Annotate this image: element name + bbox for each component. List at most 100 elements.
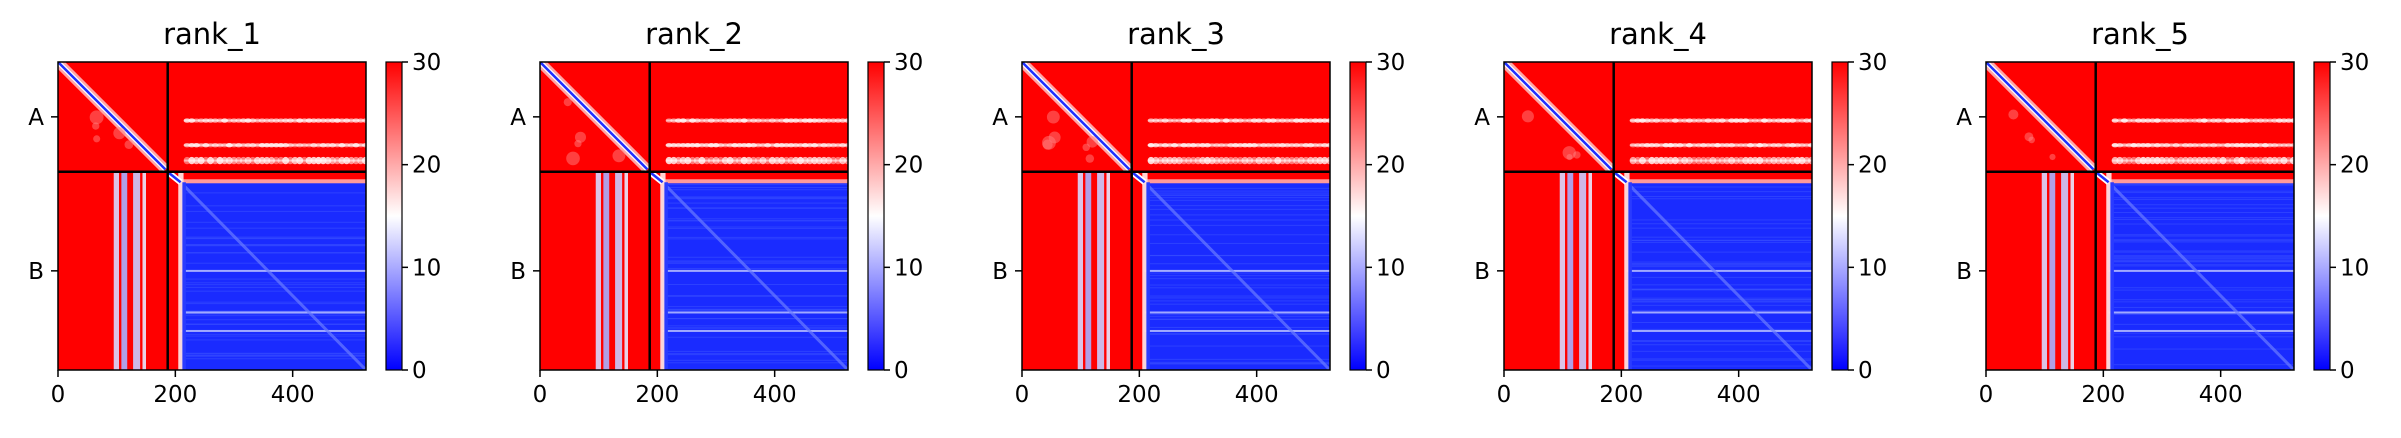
vertical-band [133,171,141,370]
texture-line [662,359,848,361]
colorbar [385,61,403,371]
texture-line [662,362,848,364]
vertical-band [1588,171,1592,370]
texture-line [2108,183,2294,185]
pae-heatmap [540,62,848,370]
texture-line [1144,358,1330,360]
texture-line [2108,364,2294,366]
texture-line [180,339,366,341]
y-tick-label: B [28,259,44,285]
texture-line [1626,264,1812,266]
texture-line [180,333,366,335]
texture-line [1626,358,1812,360]
pae-patch [2008,109,2019,120]
panel-5: rank_5 0 200 400 A B 0 10 20 30 [1956,17,2369,408]
contact-row [1630,144,1812,147]
texture-line [180,244,366,246]
texture-line [180,236,366,238]
texture-line [2108,235,2294,237]
x-tick-label: 0 [51,382,66,408]
pae-patch [1521,110,1534,123]
texture-line [1144,318,1330,320]
contact-row [666,159,848,162]
contact-row [1148,159,1330,162]
x-tick-label: 200 [635,382,679,408]
texture-line [1144,284,1330,286]
texture-line [2108,204,2294,206]
texture-line [662,236,848,238]
colorbar-tick-label: 20 [1376,153,1405,179]
x-tick-label: 200 [1599,382,1643,408]
texture-line [1626,219,1812,221]
y-tick-label: B [1956,259,1972,285]
colorbar [1831,61,1849,371]
texture-line [662,354,848,356]
texture-line [2108,217,2294,219]
texture-line [180,205,366,207]
texture-line [1144,345,1330,347]
vertical-band [2061,171,2069,370]
texture-line [1626,301,1812,303]
texture-line [2108,313,2294,315]
texture-line [662,310,848,312]
texture-line [2108,259,2294,261]
diagonal-b [661,181,848,370]
contact-row [666,144,848,147]
vertical-band [603,171,610,370]
texture-line [1144,300,1330,302]
diagonal-a [58,62,167,171]
edge-top [1144,179,1330,184]
texture-line [2108,218,2294,220]
texture-line [662,198,848,200]
texture-line [1144,219,1330,221]
panel-title: rank_2 [645,17,743,51]
texture-line [2108,289,2294,291]
colorbar-tick-label: 0 [1376,358,1391,384]
diagonal-b [179,181,366,370]
x-tick-label: 200 [1117,382,1161,408]
y-tick-label: B [992,259,1008,285]
colorbar-tick-label: 30 [1376,50,1405,76]
vertical-band [178,171,184,370]
band-line [2108,269,2294,272]
texture-line [2108,261,2294,263]
vertical-band [2106,171,2112,370]
colorbar-tick-label: 0 [1858,358,1873,384]
texture-line [1626,304,1812,306]
texture-line [662,260,848,262]
texture-line [180,323,366,325]
pae-heatmap [1504,62,1812,370]
texture-line [2108,299,2294,301]
texture-line [2108,264,2294,266]
texture-line [1626,288,1812,290]
x-tick-label: 0 [1497,382,1512,408]
vertical-band [1142,171,1148,370]
texture-line [1626,297,1812,299]
texture-line [2108,250,2294,252]
texture-line [1626,266,1812,268]
pae-patch [1562,146,1576,160]
texture-line [662,226,848,228]
band-line [2108,329,2294,332]
pae-heatmap [1986,62,2294,370]
edge-top [662,179,848,184]
band-line [1626,269,1812,272]
texture-line [662,308,848,310]
x-tick-label: 400 [1717,382,1761,408]
pae-patch [1085,154,1095,163]
pae-patch [2024,132,2034,142]
plot-frame [1021,61,1331,371]
texture-line [662,336,848,338]
y-tick-label: A [510,105,526,131]
texture-line [180,237,366,239]
vertical-band [121,171,128,370]
texture-line [1144,363,1330,365]
texture-line [1626,299,1812,301]
texture-line [1144,263,1330,265]
texture-line [662,256,848,258]
y-tick-label: A [1956,105,1972,131]
texture-line [2108,190,2294,192]
band-line [180,329,366,332]
texture-line [2108,287,2294,289]
pae-patch [574,131,586,143]
